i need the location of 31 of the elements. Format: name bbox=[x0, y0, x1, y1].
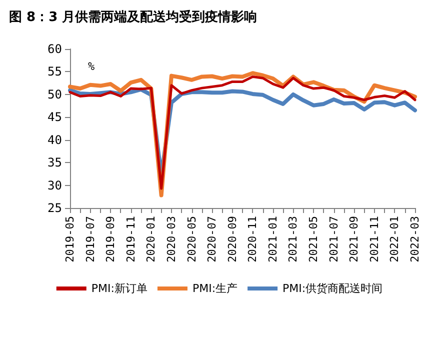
y-tick-label: 30 bbox=[48, 178, 62, 192]
x-tick-label: 2019-07 bbox=[84, 216, 97, 262]
x-tick-label: 2019-05 bbox=[64, 216, 76, 262]
x-tick-label: 2021-05 bbox=[307, 216, 320, 262]
x-tick-label: 2020-07 bbox=[206, 216, 219, 262]
legend-label: PMI:供货商配送时间 bbox=[282, 282, 383, 295]
x-tick-label: 2021-01 bbox=[266, 216, 280, 262]
legend-label: PMI:生产 bbox=[192, 282, 238, 295]
x-tick-label: 2020-03 bbox=[164, 216, 178, 262]
y-axis-title: % bbox=[88, 60, 95, 73]
x-tick-label: 2021-11 bbox=[368, 216, 381, 262]
y-tick-label: 45 bbox=[48, 110, 62, 124]
y-tick-label: 55 bbox=[48, 64, 62, 79]
x-tick-label: 2021-07 bbox=[327, 216, 340, 262]
x-tick-label: 2021-09 bbox=[348, 216, 361, 262]
x-tick-label: 2019-11 bbox=[124, 216, 138, 262]
x-tick-label: 2020-01 bbox=[144, 216, 158, 262]
y-tick-label: 35 bbox=[48, 156, 62, 170]
y-tick-label: 25 bbox=[48, 201, 62, 215]
x-tick-label: 2020-11 bbox=[246, 216, 260, 262]
y-tick-label: 50 bbox=[48, 87, 62, 102]
x-tick-label: 2022-01 bbox=[388, 216, 402, 262]
y-tick-label: 60 bbox=[48, 42, 62, 56]
x-tick-label: 2022-03 bbox=[408, 216, 422, 262]
chart-title: 图 8：3 月供需两端及配送均受到疫情影响 bbox=[9, 9, 258, 25]
x-tick-label: 2020-05 bbox=[185, 216, 198, 262]
x-tick-label: 2021-03 bbox=[286, 216, 300, 262]
y-tick-label: 40 bbox=[48, 132, 62, 147]
x-tick-label: 2020-09 bbox=[226, 216, 239, 262]
x-tick-label: 2019-09 bbox=[104, 216, 118, 262]
legend-label: PMI:新订单 bbox=[91, 282, 148, 295]
